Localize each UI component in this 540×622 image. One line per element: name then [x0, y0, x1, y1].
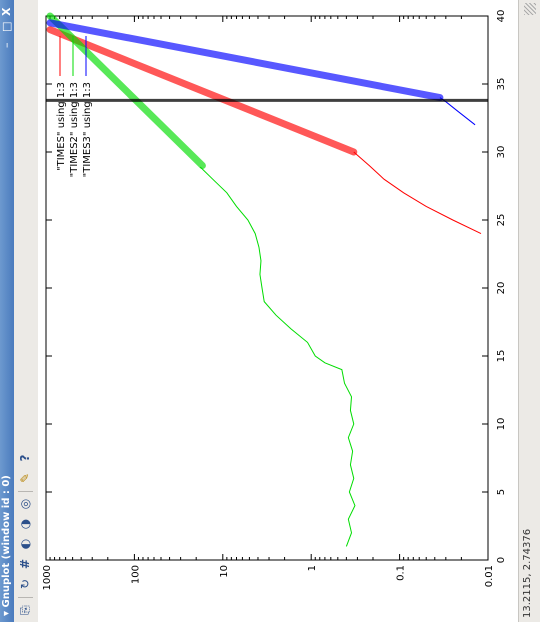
- y-tick-label: 100: [130, 565, 141, 584]
- series-line-1: [353, 151, 482, 235]
- y-tick-label: 1: [307, 565, 318, 571]
- x-tick-label: 40: [496, 10, 507, 23]
- legend-label-2: "TIMES2" using 1:3: [69, 82, 80, 177]
- series-line-2: [199, 166, 356, 547]
- replot-icon[interactable]: ↻: [18, 578, 32, 590]
- x-tick-label: 35: [496, 78, 507, 91]
- y-tick-label: 10: [219, 565, 230, 578]
- configure-icon[interactable]: ✎: [18, 472, 32, 484]
- legend-label-1: "TIMES" using 1:3: [56, 82, 67, 171]
- window-menu-button[interactable]: ▾: [1, 610, 12, 616]
- x-tick-label: 5: [496, 489, 507, 495]
- next-zoom-icon[interactable]: ◑: [18, 518, 32, 530]
- autoscale-icon[interactable]: ◎: [18, 498, 32, 510]
- resize-grip[interactable]: [524, 3, 536, 15]
- toolbar-separator: [18, 597, 33, 598]
- copy-to-clipboard-icon[interactable]: ⎘: [18, 605, 32, 615]
- window-title: ▾ Gnuplot (window id : 0): [0, 475, 14, 616]
- close-button[interactable]: X: [0, 7, 13, 16]
- maximize-button[interactable]: □: [0, 21, 13, 32]
- y-tick-label: 0.1: [396, 565, 407, 581]
- window-title-text: Gnuplot (window id : 0): [1, 475, 12, 608]
- title-bar: ▾ Gnuplot (window id : 0) – □ X: [0, 0, 14, 622]
- x-tick-label: 20: [496, 282, 507, 295]
- x-tick-label: 0: [496, 557, 507, 563]
- mouse-coordinates: 13.2115, 2.74376: [522, 528, 533, 618]
- x-tick-label: 10: [496, 418, 507, 431]
- chart-svg[interactable]: 0 5 10 15 20 25 30 35 40 0.01 0.1 1 10 100 1000 "TIMES"…: [38, 0, 518, 622]
- minimize-button[interactable]: –: [0, 42, 13, 49]
- fit-line-1: [46, 26, 358, 156]
- x-tick-label: 25: [496, 214, 507, 227]
- previous-zoom-icon[interactable]: ◐: [18, 538, 32, 550]
- x-tick-label: 30: [496, 146, 507, 159]
- plot-canvas[interactable]: 0 5 10 15 20 25 30 35 40 0.01 0.1 1 10 100 1000 "TIMES"…: [38, 0, 518, 622]
- fit-line-2: [46, 12, 206, 170]
- toolbar-separator: [18, 491, 33, 492]
- legend-label-3: "TIMES3" using 1:3: [82, 82, 93, 177]
- fit-line-3: [46, 19, 444, 102]
- y-tick-label: 0.01: [484, 565, 495, 587]
- status-bar: 13.2115, 2.74376: [518, 0, 540, 622]
- help-icon[interactable]: ?: [18, 454, 32, 462]
- y-tick-label: 1000: [42, 565, 53, 590]
- grid-icon[interactable]: #: [18, 558, 32, 570]
- x-tick-label: 15: [496, 350, 507, 363]
- toolbar: ⎘ ↻ # ◐ ◑ ◎ ✎ ?: [14, 0, 39, 622]
